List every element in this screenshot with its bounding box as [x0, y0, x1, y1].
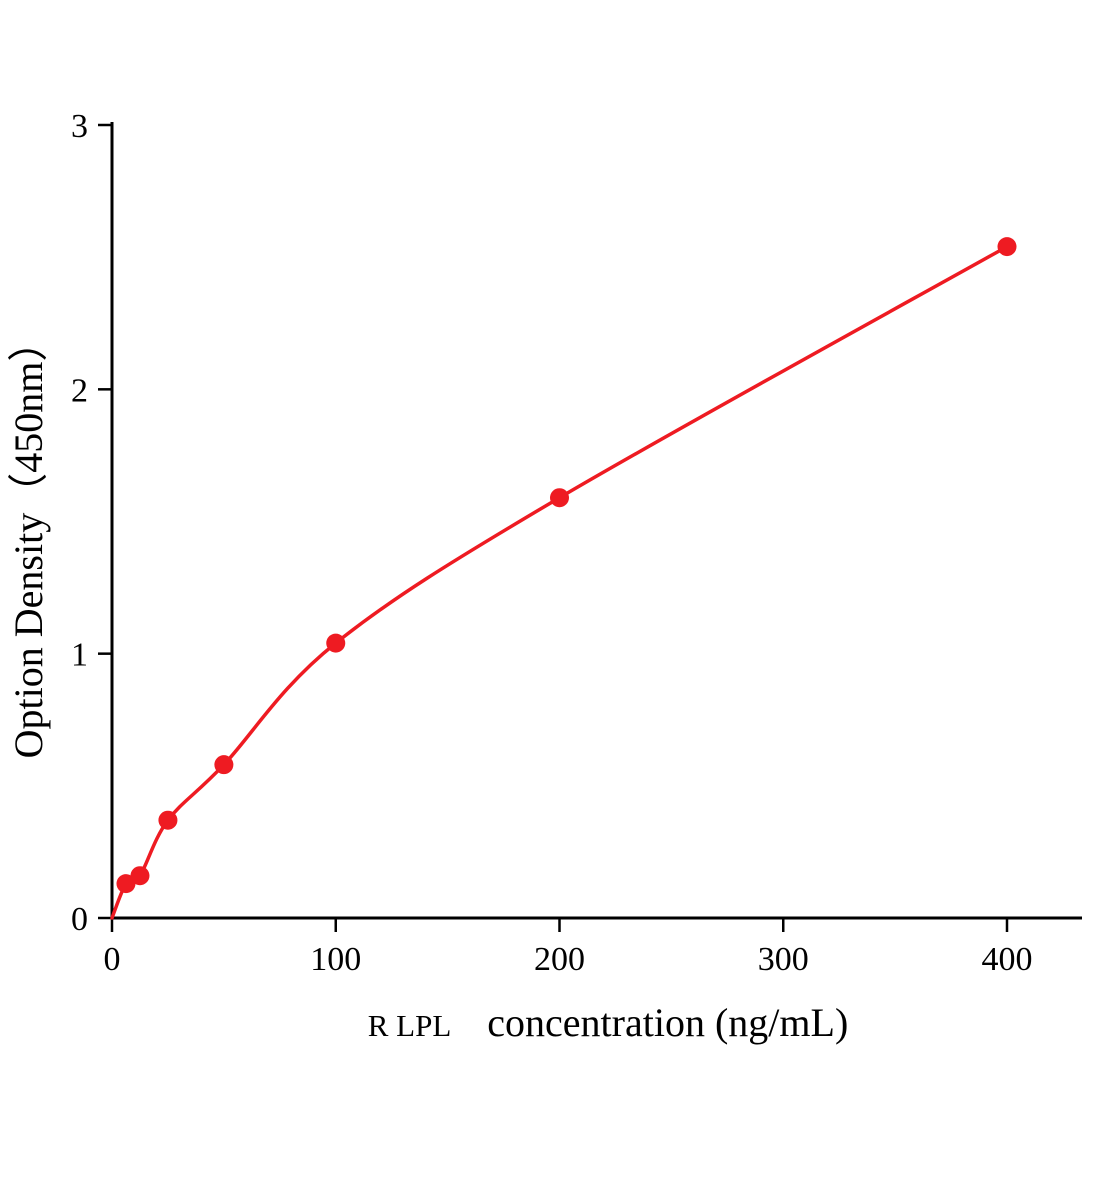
x-axis-label-main: concentration (ng/mL): [487, 1000, 848, 1045]
data-points: [116, 237, 1017, 894]
data-point: [130, 866, 150, 886]
standard-curve-line: [110, 244, 1009, 920]
y-tick-label: 2: [71, 372, 88, 409]
y-tick-label: 3: [71, 108, 88, 145]
x-tick-label: 200: [534, 941, 585, 978]
x-axis-label-prefix: R LPL: [368, 1008, 452, 1043]
y-tick-label: 0: [71, 901, 88, 938]
y-tick-label: 1: [71, 637, 88, 674]
y-axis-ticks: 0 1 2 3: [71, 108, 112, 938]
data-point: [214, 755, 234, 775]
y-axis-label: Option Density（450nm）: [6, 322, 51, 759]
x-tick-label: 100: [310, 941, 361, 978]
data-point: [158, 810, 178, 830]
x-tick-label: 400: [982, 941, 1033, 978]
x-tick-label: 300: [758, 941, 809, 978]
data-point: [997, 237, 1017, 257]
x-tick-label: 0: [104, 941, 121, 978]
axes: [110, 122, 1082, 920]
x-axis-label: R LPL concentration (ng/mL): [368, 1000, 849, 1045]
x-axis-ticks: 0 100 200 300 400: [104, 918, 1033, 978]
data-point: [550, 488, 569, 508]
data-point: [326, 633, 346, 653]
data-point: [116, 874, 136, 894]
